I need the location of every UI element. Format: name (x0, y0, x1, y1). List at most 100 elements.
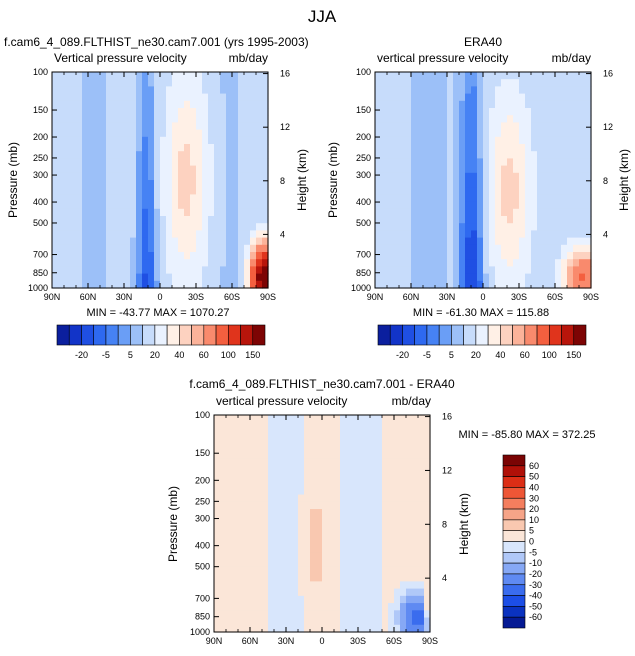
field-cell (543, 79, 550, 87)
field-cell (465, 180, 472, 188)
field-cell (387, 237, 394, 246)
field-cell (495, 244, 502, 253)
field-cell (178, 151, 185, 159)
field-cell (375, 208, 382, 217)
field-cell (238, 566, 245, 575)
field-cell (190, 194, 197, 203)
field-cell (400, 443, 407, 452)
colorbar-label: -50 (529, 601, 542, 611)
field-cell (136, 194, 143, 203)
field-cell (471, 223, 478, 231)
field-cell (352, 545, 359, 554)
field-cell (555, 187, 562, 195)
field-cell (400, 465, 407, 474)
field-cell (262, 537, 269, 546)
field-cell (477, 151, 484, 159)
field-cell (160, 252, 167, 260)
field-cell (417, 259, 424, 267)
field-cell (58, 122, 65, 131)
field-cell (471, 165, 478, 174)
field-cell (76, 180, 83, 188)
field-cell (100, 230, 107, 239)
field-cell (483, 259, 490, 267)
field-cell (429, 100, 436, 109)
field-cell (256, 617, 263, 626)
field-cell (280, 422, 287, 431)
field-cell (501, 100, 508, 109)
field-cell (226, 465, 233, 474)
field-cell (220, 610, 227, 619)
field-cell (340, 610, 347, 619)
field-cell (555, 252, 562, 260)
field-cell (148, 280, 155, 289)
field-cell (136, 86, 143, 95)
field-cell (483, 122, 490, 131)
field-cell (82, 273, 89, 282)
field-cell (256, 415, 263, 423)
field-cell (94, 144, 101, 152)
field-cell (375, 280, 382, 289)
field-cell (268, 566, 275, 575)
colorbar-label: -5 (102, 350, 110, 360)
field-cell (424, 523, 431, 532)
field-cell (567, 237, 574, 246)
field-cell (358, 617, 365, 626)
field-cell (358, 465, 365, 474)
field-cell (238, 93, 245, 102)
field-cell (220, 172, 227, 181)
field-cell (172, 93, 179, 102)
field-cell (286, 610, 293, 619)
field-cell (70, 165, 77, 174)
field-cell (405, 194, 412, 203)
field-cell (148, 266, 155, 275)
field-cell (220, 465, 227, 474)
field-cell (549, 165, 556, 174)
field-cell (214, 172, 221, 181)
field-cell (238, 115, 245, 123)
field-cell (220, 100, 227, 109)
field-cell (382, 559, 389, 568)
field-cell (388, 603, 395, 611)
field-cell (465, 266, 472, 275)
field-cell (316, 624, 323, 633)
field-cell (418, 603, 425, 611)
field-cell (322, 581, 329, 590)
field-cell (202, 280, 209, 289)
field-cell (190, 252, 197, 260)
field-cell (298, 487, 305, 496)
field-cell (429, 180, 436, 188)
field-cell (387, 158, 394, 167)
field-cell (435, 216, 442, 224)
field-cell (387, 244, 394, 253)
field-cell (388, 501, 395, 510)
field-cell (250, 115, 257, 123)
field-cell (244, 72, 251, 80)
x-tick-label: 30S (188, 292, 204, 302)
field-cell (334, 559, 341, 568)
field-cell (94, 151, 101, 159)
field-cell (106, 252, 113, 260)
field-cell (561, 115, 568, 123)
field-cell (399, 72, 406, 80)
field-cell (573, 136, 580, 145)
field-cell (304, 480, 311, 488)
field-cell (417, 115, 424, 123)
field-cell (238, 559, 245, 568)
field-cell (250, 172, 257, 181)
field-cell (250, 136, 257, 145)
field-cell (70, 237, 77, 246)
field-cell (262, 72, 269, 80)
field-cell (220, 208, 227, 217)
field-cell (387, 216, 394, 224)
field-cell (268, 458, 275, 467)
field-cell (399, 115, 406, 123)
field-cell (256, 244, 263, 253)
field-cell (244, 280, 251, 289)
field-cell (190, 100, 197, 109)
field-cell (280, 603, 287, 611)
field-cell (346, 458, 353, 467)
field-cell (429, 244, 436, 253)
field-cell (579, 86, 586, 95)
field-cell (537, 172, 544, 181)
field-cell (124, 115, 131, 123)
